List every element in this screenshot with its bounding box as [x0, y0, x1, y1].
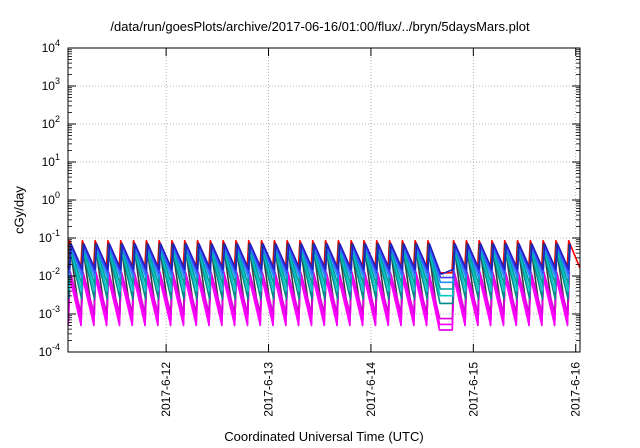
x-tick-label: 2017-6-13: [262, 362, 276, 417]
y-tick-label: 101: [42, 152, 60, 169]
series-line-9: [68, 245, 571, 284]
x-axis: 2017-6-12 2017-6-13 2017-6-14 2017-6-15 2017…: [159, 48, 583, 417]
series-line-7: [68, 248, 571, 297]
series-line-10: [68, 244, 571, 279]
series-line-5: [67, 270, 571, 320]
y-axis: 10-4 10-3 10-2 10-1 100 101 102 103 104: [39, 38, 580, 359]
y-tick-label: 102: [42, 114, 60, 131]
x-tick-label: 2017-6-16: [569, 362, 583, 417]
y-tick-label: 104: [42, 38, 60, 55]
x-axis-label: Coordinated Universal Time (UTC): [224, 429, 424, 444]
y-tick-label: 10-2: [39, 266, 60, 283]
series-line-8: [68, 247, 571, 290]
x-tick-label: 2017-6-15: [466, 362, 480, 417]
x-tick-label: 2017-6-14: [364, 362, 378, 417]
series-group: [67, 239, 581, 331]
series-line-3: [67, 276, 570, 331]
x-tick-label: 2017-6-12: [159, 362, 173, 417]
series-line-4: [67, 273, 570, 326]
y-tick-label: 10-4: [39, 342, 60, 359]
y-tick-label: 10-3: [39, 304, 60, 321]
y-tick-label: 100: [42, 190, 60, 207]
chart-title: /data/run/goesPlots/archive/2017-06-16/0…: [110, 19, 530, 34]
y-tick-label: 10-1: [39, 228, 60, 245]
y-axis-label: cGy/day: [11, 186, 27, 234]
series-line-6: [68, 250, 571, 305]
series-line-11: [68, 243, 572, 275]
y-tick-label: 103: [42, 76, 60, 93]
